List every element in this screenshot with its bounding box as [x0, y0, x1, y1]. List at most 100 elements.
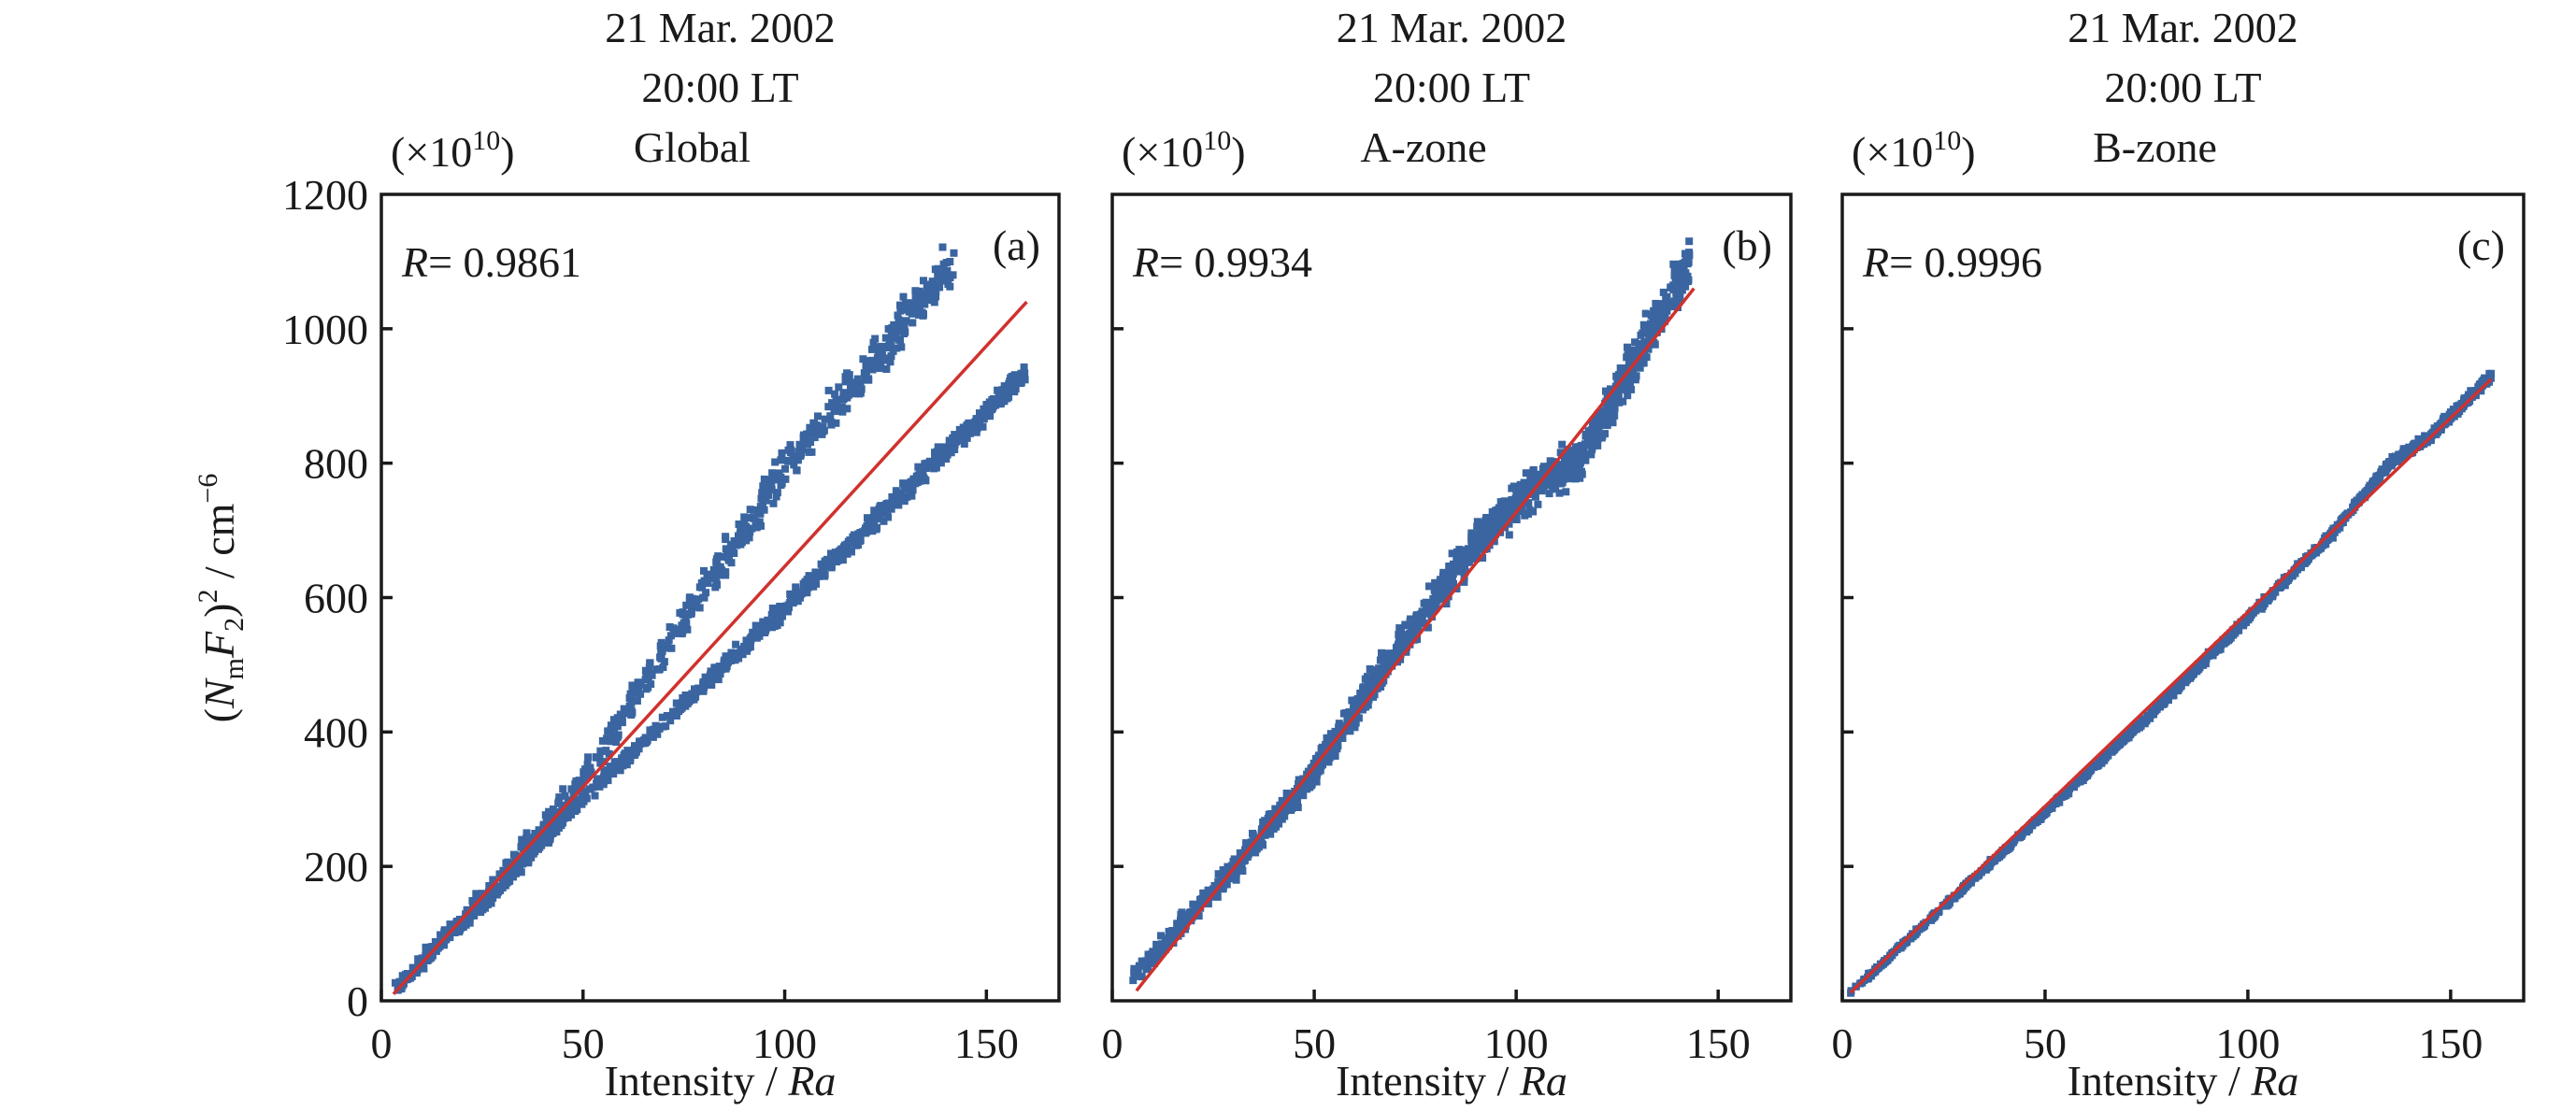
- data-point: [716, 664, 724, 673]
- data-point: [546, 815, 554, 823]
- data-point: [1611, 397, 1620, 406]
- data-point: [2297, 562, 2306, 570]
- data-point: [422, 943, 430, 951]
- data-point: [604, 727, 612, 735]
- panel-c: 21 Mar. 2002 20:00 LT B-zone (×1010) 0 50 100 1…: [1832, 4, 2526, 1105]
- data-point: [702, 589, 710, 597]
- data-point: [1213, 892, 1222, 901]
- data-point: [559, 819, 567, 827]
- x-tick-label: 100: [752, 1019, 817, 1067]
- data-point: [2202, 652, 2211, 661]
- data-point: [2214, 646, 2223, 654]
- data-point: [1521, 511, 1529, 520]
- plot-frame: [1840, 192, 2526, 1003]
- data-point: [600, 775, 608, 783]
- data-point: [1323, 734, 1331, 742]
- data-point: [778, 449, 786, 457]
- data-point: [623, 751, 632, 759]
- y-axis-label: (NmF2)2 / cm−6: [193, 474, 250, 723]
- data-point: [1324, 758, 1333, 766]
- data-point: [1134, 970, 1142, 977]
- data-point: [1272, 819, 1281, 827]
- data-point: [886, 343, 894, 351]
- data-point: [695, 583, 704, 592]
- data-point: [1344, 709, 1352, 718]
- data-point: [805, 572, 813, 580]
- data-point: [798, 589, 807, 597]
- data-point: [923, 283, 931, 292]
- data-point: [1145, 954, 1153, 962]
- data-point: [2315, 545, 2324, 553]
- data-point: [2304, 554, 2312, 563]
- data-point: [1148, 949, 1156, 958]
- data-point: [1675, 298, 1682, 307]
- data-point: [1178, 922, 1186, 931]
- data-point: [479, 905, 487, 914]
- panel-label: (b): [1722, 221, 1772, 269]
- data-point: [1589, 416, 1597, 424]
- data-point: [1420, 620, 1428, 627]
- y-tick-label: 1000: [282, 306, 368, 353]
- data-point: [1191, 902, 1199, 910]
- data-point: [2360, 491, 2368, 499]
- data-point: [2268, 592, 2276, 601]
- x-axis-label: Intensity / Ra: [1336, 1057, 1567, 1105]
- data-point: [1479, 524, 1487, 533]
- data-point: [407, 974, 415, 982]
- data-point: [1617, 385, 1625, 393]
- data-point: [1481, 529, 1489, 537]
- data-point: [1460, 577, 1468, 586]
- data-point: [1355, 698, 1364, 706]
- data-point: [1663, 307, 1671, 315]
- data-point: [841, 373, 850, 381]
- data-point: [838, 556, 847, 564]
- data-point: [810, 434, 819, 442]
- data-point: [628, 708, 637, 717]
- y-tick-label: 1200: [282, 171, 368, 219]
- data-point: [582, 794, 591, 803]
- data-point: [839, 395, 848, 404]
- y-tick-label: 400: [304, 708, 368, 756]
- data-point: [1386, 651, 1395, 660]
- data-point: [613, 758, 622, 766]
- data-point: [489, 876, 497, 884]
- data-point: [1473, 549, 1481, 557]
- data-point: [817, 560, 825, 568]
- data-point: [2229, 631, 2238, 639]
- data-point: [1520, 481, 1528, 490]
- data-point: [1534, 500, 1542, 508]
- data-point: [1651, 340, 1659, 349]
- data-point: [1587, 426, 1596, 435]
- data-point: [579, 792, 587, 801]
- data-point: [2355, 494, 2364, 503]
- data-point: [657, 638, 665, 647]
- data-point: [1610, 404, 1619, 412]
- data-point: [526, 834, 535, 842]
- data-point: [742, 636, 751, 645]
- data-point: [1941, 902, 1950, 910]
- data-point: [985, 398, 994, 406]
- data-point: [1626, 378, 1634, 387]
- data-point: [603, 734, 611, 743]
- data-point: [509, 861, 518, 869]
- data-point: [1349, 706, 1357, 715]
- data-point: [767, 476, 776, 484]
- data-point: [1150, 960, 1158, 968]
- data-point: [969, 422, 978, 431]
- data-point: [741, 644, 750, 652]
- data-point: [1331, 740, 1339, 748]
- data-point: [1366, 665, 1374, 673]
- data-point: [759, 496, 767, 505]
- data-point: [1562, 488, 1570, 496]
- data-point: [2051, 799, 2059, 806]
- data-point: [963, 425, 971, 434]
- data-point: [767, 610, 776, 619]
- data-point: [835, 383, 843, 392]
- data-point: [1448, 577, 1456, 585]
- data-point: [871, 335, 880, 343]
- data-point: [755, 518, 764, 526]
- data-point: [1488, 507, 1496, 516]
- data-point: [441, 931, 450, 939]
- data-point: [1168, 934, 1177, 943]
- data-point: [759, 482, 767, 491]
